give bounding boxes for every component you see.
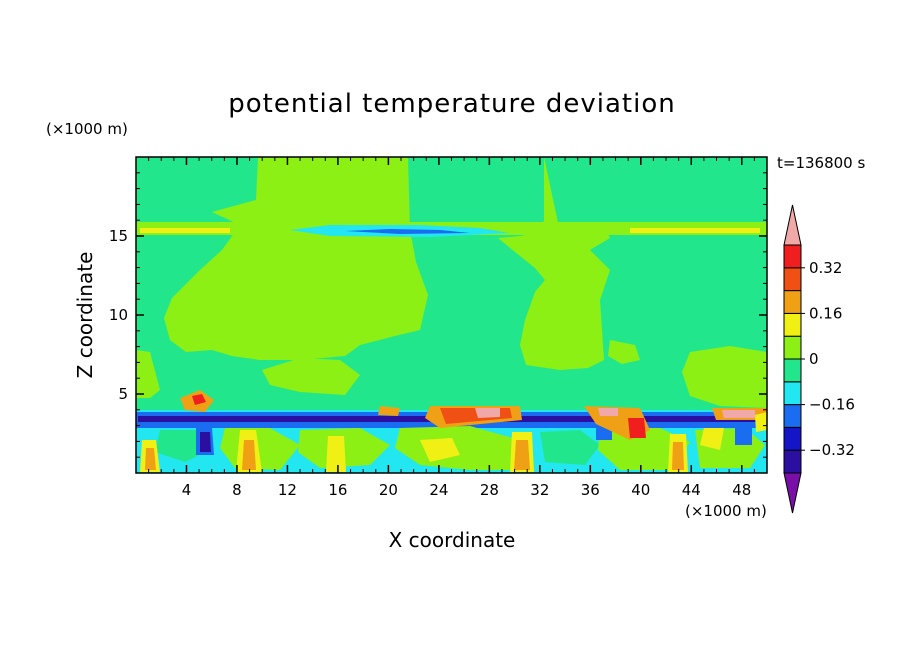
x-unit-label: (×1000 m) bbox=[685, 502, 767, 520]
colorbar-segment bbox=[783, 426, 802, 451]
cold-pool-3 bbox=[596, 428, 612, 440]
band-yellow-r bbox=[630, 228, 760, 233]
x-tick-label: 16 bbox=[328, 481, 347, 499]
x-tick-label: 28 bbox=[480, 481, 499, 499]
x-axis-ticks: 4 8 12 16 20 24 28 32 36 40 44 48 bbox=[148, 157, 755, 499]
x-tick-label: 12 bbox=[278, 481, 297, 499]
warm-top-5-pink bbox=[722, 410, 755, 418]
colorbar-segment bbox=[783, 267, 802, 292]
band-blue bbox=[345, 229, 470, 234]
y-tick-label: 5 bbox=[118, 385, 128, 403]
x-tick-label: 36 bbox=[581, 481, 600, 499]
x-tick-label: 32 bbox=[530, 481, 549, 499]
bl-green-6 bbox=[598, 428, 690, 470]
colorbar-segment bbox=[783, 335, 802, 360]
updraft-4-core bbox=[514, 440, 530, 470]
y-axis-label: Z coordinate bbox=[73, 252, 97, 379]
plume-left bbox=[164, 157, 428, 360]
time-label: t=136800 s bbox=[777, 154, 865, 172]
band-yellow-l bbox=[140, 228, 230, 233]
x-tick-label: 8 bbox=[232, 481, 242, 499]
y-axis-ticks: 5 10 15 bbox=[109, 172, 767, 458]
bl-green-4 bbox=[395, 426, 520, 470]
x-tick-label: 4 bbox=[182, 481, 192, 499]
colorbar-extend-high bbox=[783, 204, 802, 246]
updraft-2-core bbox=[242, 440, 256, 470]
blob-low-mid bbox=[262, 358, 360, 395]
updraft-5-core bbox=[672, 442, 684, 470]
colorbar-tick-label: −0.32 bbox=[809, 441, 855, 459]
y-unit-label: (×1000 m) bbox=[46, 120, 128, 138]
bl-green-5 bbox=[540, 430, 600, 465]
x-tick-label: 48 bbox=[732, 481, 751, 499]
colorbar: 0.32 0.16 0 −0.16 −0.32 bbox=[783, 204, 855, 514]
colorbar-segment bbox=[783, 404, 802, 428]
updraft-6 bbox=[420, 438, 460, 462]
colorbar-tick-label: 0.16 bbox=[809, 304, 842, 322]
blob-low-r2 bbox=[608, 340, 640, 364]
x-tick-label: 40 bbox=[631, 481, 650, 499]
colorbar-tick-label: 0.32 bbox=[809, 259, 842, 277]
x-tick-label: 24 bbox=[429, 481, 448, 499]
x-tick-label: 20 bbox=[379, 481, 398, 499]
colorbar-tick-label: −0.16 bbox=[809, 396, 855, 414]
heatmap-field bbox=[136, 157, 767, 473]
x-axis-label: X coordinate bbox=[389, 528, 516, 552]
cold-pool-1-core bbox=[200, 432, 211, 452]
blob-low-right bbox=[682, 346, 767, 408]
warm-top-3-pink bbox=[475, 408, 500, 418]
updraft-1-core bbox=[145, 448, 156, 470]
blob-low-left bbox=[136, 350, 160, 398]
warm-top-6 bbox=[755, 412, 767, 432]
warm-top-4-pink bbox=[598, 408, 618, 416]
warm-top-2 bbox=[378, 406, 400, 416]
updraft-7 bbox=[700, 428, 724, 450]
colorbar-segment bbox=[783, 358, 802, 383]
chart-title: potential temperature deviation bbox=[228, 89, 675, 119]
colorbar-tick-label: 0 bbox=[809, 350, 819, 368]
warm-top-4-red bbox=[628, 418, 646, 438]
cold-pool-2 bbox=[735, 428, 752, 445]
y-tick-label: 10 bbox=[109, 306, 128, 324]
plume-right bbox=[498, 157, 610, 370]
updraft-3 bbox=[326, 436, 346, 472]
colorbar-segment bbox=[783, 244, 802, 269]
colorbar-segment bbox=[783, 381, 802, 406]
colorbar-segment bbox=[783, 290, 802, 314]
colorbar-segment bbox=[783, 312, 802, 337]
y-tick-label: 15 bbox=[109, 227, 128, 245]
warm-top-1-core bbox=[192, 394, 206, 405]
x-tick-label: 44 bbox=[682, 481, 701, 499]
colorbar-segment bbox=[783, 449, 802, 474]
colorbar-extend-low bbox=[783, 472, 802, 514]
